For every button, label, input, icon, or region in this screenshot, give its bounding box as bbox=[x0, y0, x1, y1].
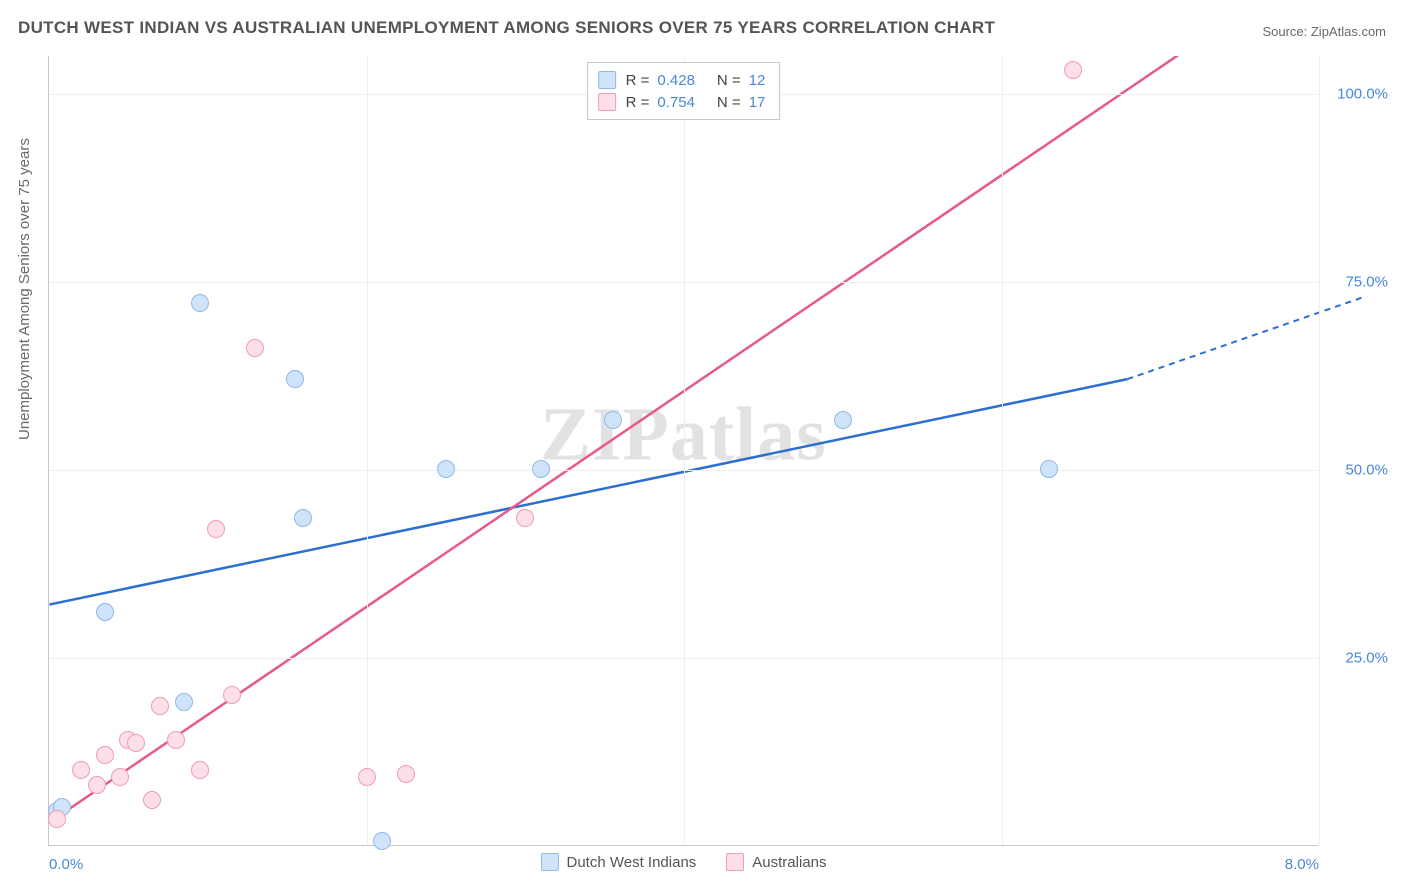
trend-line-dutch bbox=[49, 379, 1127, 604]
y-tick-label: 100.0% bbox=[1328, 85, 1388, 102]
scatter-point-dutch bbox=[191, 294, 209, 312]
y-tick-label: 50.0% bbox=[1328, 461, 1388, 478]
gridline-vertical bbox=[1319, 56, 1320, 845]
scatter-point-aus bbox=[111, 768, 129, 786]
y-tick-label: 25.0% bbox=[1328, 649, 1388, 666]
x-tick-label: 0.0% bbox=[49, 856, 83, 873]
gridline-vertical bbox=[1002, 56, 1003, 845]
x-tick-label: 8.0% bbox=[1285, 856, 1319, 873]
scatter-point-dutch bbox=[175, 693, 193, 711]
plot-area: ZIPatlas 25.0%50.0%75.0%100.0%0.0%8.0%R … bbox=[48, 56, 1318, 846]
series-legend-label: Dutch West Indians bbox=[567, 854, 697, 871]
y-axis-label: Unemployment Among Seniors over 75 years bbox=[16, 138, 33, 440]
scatter-point-dutch bbox=[532, 460, 550, 478]
correlation-legend-row: R = 0.754 N = 17 bbox=[598, 91, 766, 113]
scatter-point-dutch bbox=[286, 370, 304, 388]
scatter-point-aus bbox=[48, 810, 66, 828]
scatter-point-dutch bbox=[437, 460, 455, 478]
legend-r-value: 0.428 bbox=[657, 72, 695, 89]
scatter-point-aus bbox=[167, 731, 185, 749]
y-tick-label: 75.0% bbox=[1328, 273, 1388, 290]
scatter-point-aus bbox=[143, 791, 161, 809]
scatter-point-dutch bbox=[373, 832, 391, 850]
scatter-point-aus bbox=[1064, 61, 1082, 79]
chart-title: DUTCH WEST INDIAN VS AUSTRALIAN UNEMPLOY… bbox=[18, 18, 995, 38]
scatter-point-dutch bbox=[604, 411, 622, 429]
scatter-point-dutch bbox=[1040, 460, 1058, 478]
trend-line-dashed-dutch bbox=[1127, 296, 1365, 379]
legend-n-value: 17 bbox=[749, 94, 766, 111]
scatter-point-aus bbox=[223, 686, 241, 704]
scatter-point-aus bbox=[88, 776, 106, 794]
gridline-vertical bbox=[367, 56, 368, 845]
scatter-point-aus bbox=[127, 734, 145, 752]
legend-n-label: N = bbox=[717, 72, 741, 89]
series-legend-label: Australians bbox=[752, 854, 826, 871]
scatter-point-dutch bbox=[294, 509, 312, 527]
scatter-point-aus bbox=[246, 339, 264, 357]
legend-n-label: N = bbox=[717, 94, 741, 111]
scatter-point-aus bbox=[358, 768, 376, 786]
legend-swatch bbox=[598, 71, 616, 89]
scatter-point-dutch bbox=[834, 411, 852, 429]
scatter-point-aus bbox=[207, 520, 225, 538]
legend-r-label: R = bbox=[626, 94, 650, 111]
scatter-point-aus bbox=[191, 761, 209, 779]
scatter-point-aus bbox=[397, 765, 415, 783]
correlation-legend-row: R = 0.428 N = 12 bbox=[598, 69, 766, 91]
series-legend: Dutch West Indians Australians bbox=[541, 853, 827, 871]
source-attribution: Source: ZipAtlas.com bbox=[1262, 24, 1386, 39]
scatter-point-aus bbox=[72, 761, 90, 779]
legend-swatch bbox=[598, 93, 616, 111]
legend-r-label: R = bbox=[626, 72, 650, 89]
legend-n-value: 12 bbox=[749, 72, 766, 89]
legend-swatch bbox=[726, 853, 744, 871]
scatter-point-aus bbox=[516, 509, 534, 527]
series-legend-item: Dutch West Indians bbox=[541, 853, 697, 871]
correlation-legend: R = 0.428 N = 12 R = 0.754 N = 17 bbox=[587, 62, 781, 120]
scatter-point-aus bbox=[151, 697, 169, 715]
legend-swatch bbox=[541, 853, 559, 871]
legend-r-value: 0.754 bbox=[657, 94, 695, 111]
scatter-point-dutch bbox=[96, 603, 114, 621]
series-legend-item: Australians bbox=[726, 853, 826, 871]
scatter-point-aus bbox=[96, 746, 114, 764]
gridline-vertical bbox=[684, 56, 685, 845]
